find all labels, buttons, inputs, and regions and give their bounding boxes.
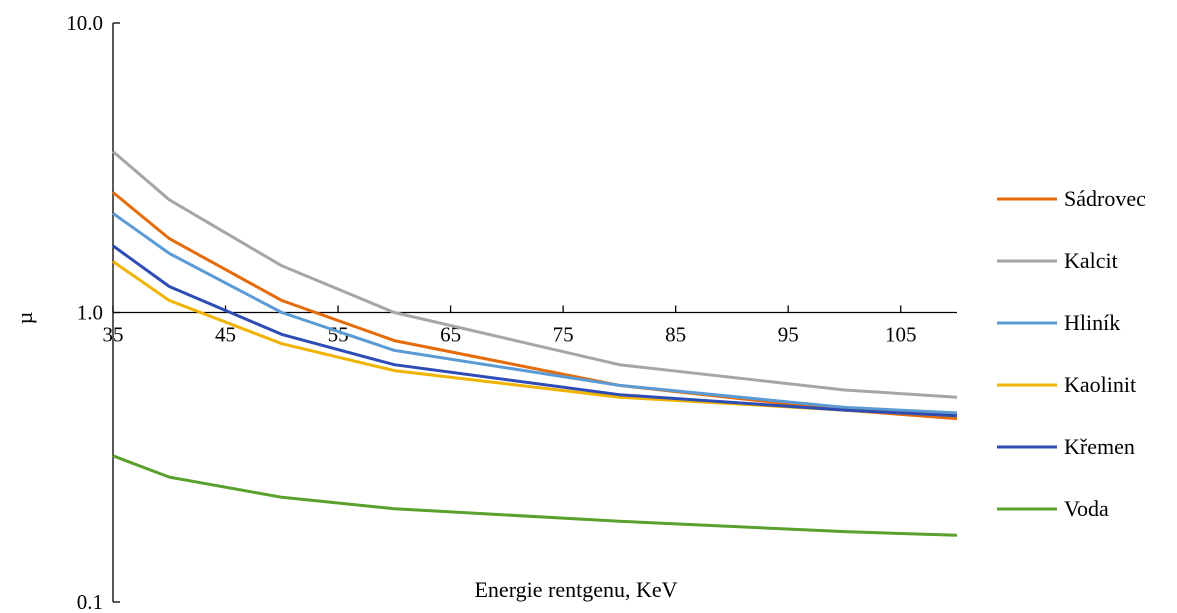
y-tick-label: 10.0: [66, 11, 103, 35]
legend-label: Kalcit: [1064, 248, 1118, 273]
y-tick-label: 1.0: [77, 301, 103, 325]
x-tick-label: 65: [440, 323, 461, 347]
x-tick-label: 45: [215, 323, 236, 347]
series-line-voda: [112, 454, 958, 537]
x-axis: 35 45 55 65 75 85 95 105: [103, 305, 957, 347]
y-axis-title: µ: [12, 312, 37, 325]
legend-label: Kaolinit: [1064, 372, 1136, 397]
legend-label: Voda: [1064, 496, 1109, 521]
series-line-křemen: [112, 244, 958, 418]
legend-label: Hliník: [1064, 310, 1120, 335]
series-line-kaolinit: [112, 260, 958, 418]
y-tick-label: 0.1: [77, 590, 103, 613]
series-lines: [112, 150, 958, 537]
x-tick-label: 75: [553, 323, 574, 347]
legend: Sádrovec Kalcit Hliník Kaolinit Křemen Voda: [997, 186, 1146, 521]
series-line-kalcit: [112, 150, 958, 399]
legend-label: Sádrovec: [1064, 186, 1146, 211]
x-tick-label: 105: [885, 323, 917, 347]
series-line-hliník: [112, 212, 958, 415]
x-tick-label: 85: [665, 323, 686, 347]
legend-label: Křemen: [1064, 434, 1135, 459]
x-axis-title: Energie rentgenu, KeV: [474, 577, 677, 602]
x-tick-label: 35: [103, 323, 124, 347]
x-tick-label: 95: [778, 323, 799, 347]
y-axis: 0.1 1.0 10.0: [66, 11, 120, 613]
